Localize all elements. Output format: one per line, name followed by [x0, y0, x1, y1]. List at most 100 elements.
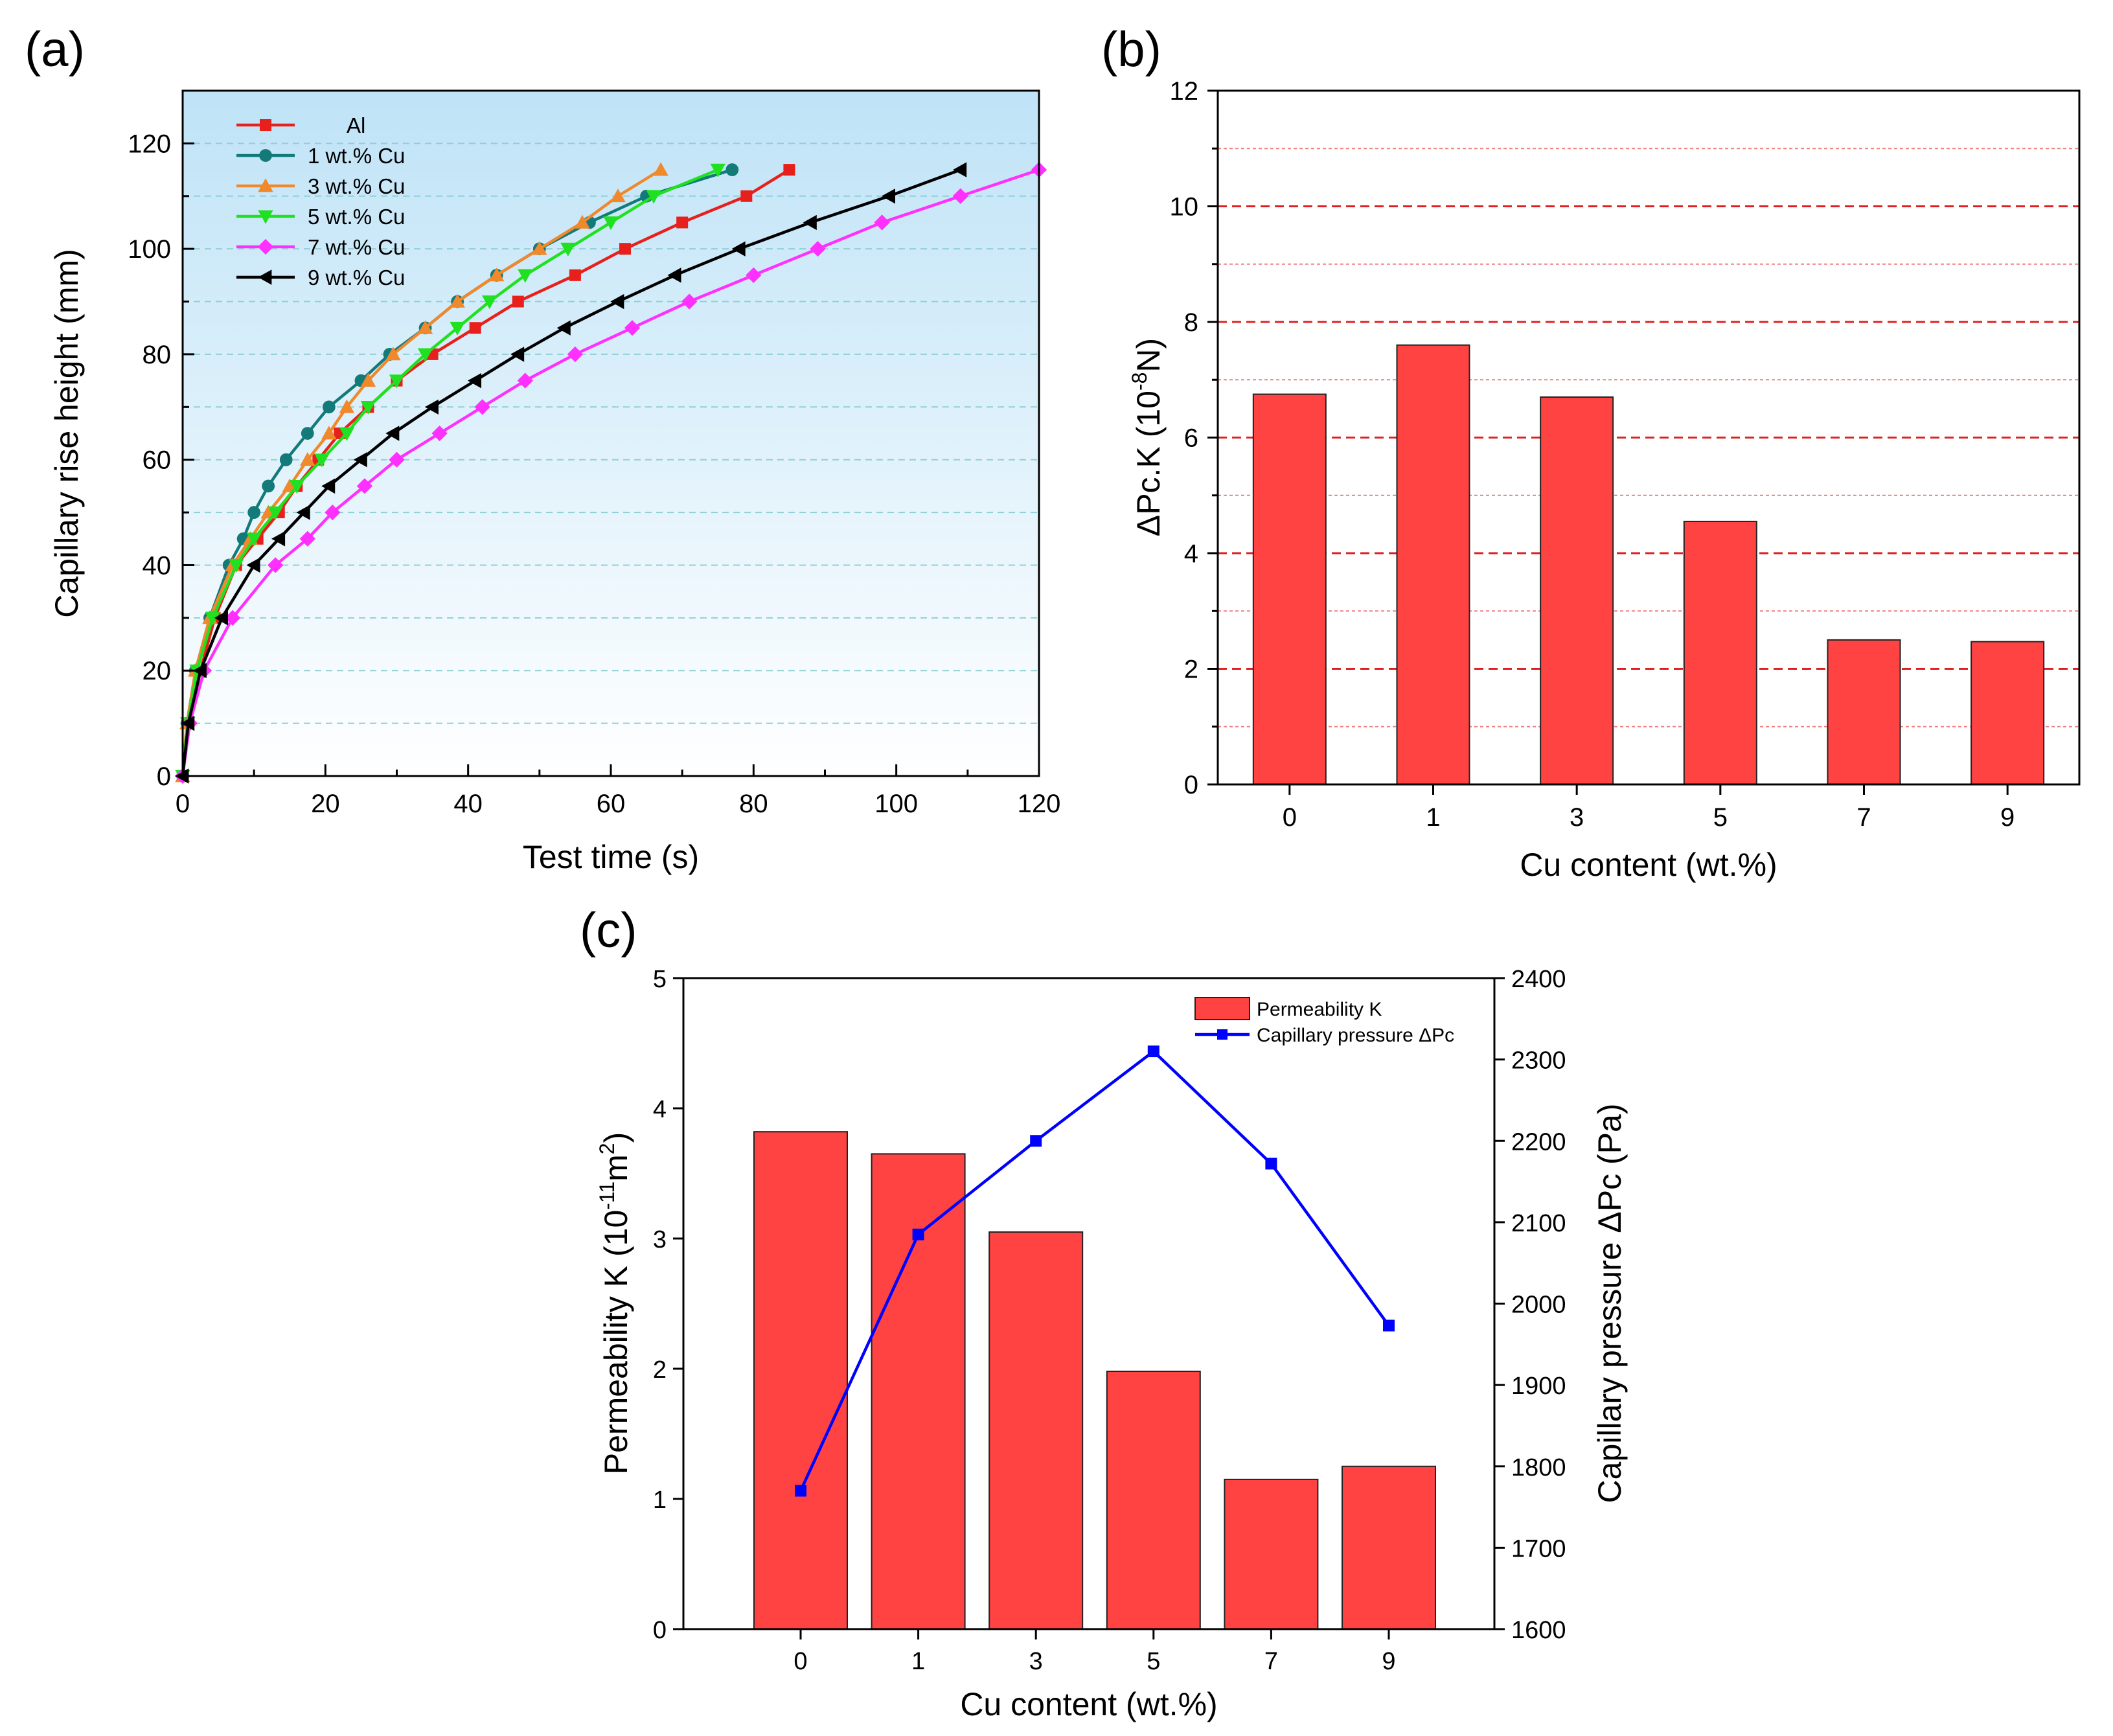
panel-a-data-point	[417, 348, 433, 362]
panel-a-data-point	[325, 504, 341, 521]
panel-a-legend-label: 3 wt.% Cu	[308, 174, 405, 198]
panel-a-data-point	[731, 241, 746, 257]
panel-a-data-point	[299, 531, 315, 547]
panel-a-data-point	[517, 372, 533, 389]
panel-a-data-point	[339, 399, 355, 413]
panel-a-data-point	[300, 451, 315, 466]
panel-a-series-line	[181, 168, 1040, 777]
panel-a-data-point	[301, 427, 314, 440]
panel-a-legend-label: 7 wt.% Cu	[308, 235, 405, 259]
panel-a-x-tick-label: 60	[597, 790, 626, 818]
panel-c-right-y-tick-label: 1700	[1511, 1535, 1566, 1562]
panel-a-data-point	[296, 505, 310, 520]
panel-a-data-point	[810, 241, 826, 257]
panel-a-series-line	[181, 168, 961, 777]
panel-a-series-line	[181, 168, 662, 777]
panel-b-x-tick-label: 1	[1426, 803, 1440, 832]
panel-a-data-point	[339, 427, 355, 441]
panel-a-data-point	[192, 663, 207, 678]
panel-a-data-point	[569, 269, 581, 281]
panel-a-data-point	[389, 451, 405, 468]
panel-a-data-point	[603, 216, 619, 231]
panel-c-bar	[871, 1153, 966, 1630]
panel-b-y-axis-label: ΔPc.K (10-8N)	[1128, 338, 1167, 536]
panel-a-y-tick-label: 80	[143, 341, 172, 369]
panel-a-data-point	[360, 372, 376, 387]
panel-a-series-4	[174, 161, 1047, 784]
panel-a-data-point	[289, 480, 304, 494]
panel-c-bar	[1342, 1465, 1436, 1630]
panel-b-y-tick-label: 6	[1184, 424, 1198, 453]
panel-c-bar	[1106, 1371, 1201, 1630]
panel-c-left-y-label-close: )	[598, 1132, 634, 1143]
panel-a-data-point	[356, 478, 373, 494]
panel-c-x-axis-label: Cu content (wt.%)	[960, 1686, 1217, 1722]
panel-a-x-tick-label: 120	[1018, 790, 1061, 818]
panel-a-x-tick-label: 80	[739, 790, 768, 818]
panel-c-left-y-tick-label: 3	[653, 1226, 667, 1253]
panel-c-right-y-tick-label: 2400	[1511, 966, 1566, 993]
panel-b-y-label-base: ΔPc.K (10	[1130, 391, 1167, 536]
panel-b-x-tick-label: 7	[1856, 803, 1871, 832]
panel-a-data-point	[881, 188, 896, 204]
panel-a-data-point	[268, 557, 284, 573]
panel-a-series-line	[181, 168, 719, 777]
panel-a-data-point	[783, 164, 795, 176]
panel-a-data-point	[619, 243, 632, 255]
panel-a-data-point	[676, 216, 689, 229]
panel-b-y-tick-label: 4	[1184, 540, 1198, 568]
panel-c-right-y-tick-label: 1900	[1511, 1373, 1566, 1400]
panel-a-data-point	[385, 347, 401, 361]
panel-a-legend-label: 9 wt.% Cu	[308, 266, 405, 290]
panel-b-y-tick-label: 8	[1184, 308, 1198, 337]
panel-a-data-point	[314, 453, 330, 468]
panel-a-legend-marker	[258, 269, 272, 285]
panel-c-bar	[753, 1131, 848, 1630]
panel-a-data-point	[385, 426, 400, 441]
panel-b-x-tick-label: 5	[1713, 803, 1728, 832]
panel-c-x-tick-label: 7	[1264, 1648, 1278, 1675]
panel-b-label: (b)	[1101, 22, 1161, 77]
panel-a-data-point	[450, 321, 465, 336]
panel-a-data-point	[271, 531, 286, 547]
panel-c-left-y-tick-label: 1	[653, 1487, 667, 1514]
panel-b-bar	[1970, 641, 2045, 785]
panel-a-data-point	[247, 506, 261, 519]
panel-a-data-point	[874, 214, 890, 231]
panel-a-data-point	[262, 479, 275, 493]
panel-c-pressure-point	[1030, 1135, 1042, 1147]
panel-c-legend-line-label: Capillary pressure ΔPc	[1257, 1025, 1454, 1046]
panel-a-data-point	[279, 453, 293, 466]
panel-a-y-tick-label: 100	[128, 235, 171, 264]
panel-a-legend-label: 1 wt.% Cu	[308, 144, 405, 168]
panel-a-legend-marker	[258, 210, 273, 224]
panel-c-legend-line-marker	[1217, 1029, 1228, 1040]
panel-a-data-point	[246, 532, 262, 547]
panel-a-data-point	[610, 188, 626, 203]
panel-a-chart: 0 20 40 60 80 100 120 0 20 40 60 80 100 120 Al 1 wt.% …	[49, 89, 1061, 875]
panel-a-data-point	[205, 611, 220, 626]
panel-c-right-y-tick-label: 2200	[1511, 1128, 1566, 1156]
panel-a-data-point	[322, 400, 336, 414]
panel-c-pressure-point	[1147, 1045, 1159, 1058]
panel-c-left-y-tick-label: 0	[653, 1617, 667, 1644]
panel-a-legend-marker	[259, 149, 272, 162]
panel-a-data-point	[512, 295, 524, 308]
panel-a-data-point	[624, 320, 641, 336]
panel-b-y-tick-label: 12	[1170, 77, 1199, 106]
panel-a-data-point	[710, 163, 725, 177]
panel-a-data-point	[575, 214, 590, 229]
panel-a-x-tick-label: 100	[874, 790, 918, 818]
panel-a-legend-label: Al	[347, 113, 365, 137]
panel-b-y-tick-label: 0	[1184, 771, 1198, 799]
panel-a-x-tick-label: 20	[311, 790, 340, 818]
panel-c-pressure-point	[912, 1228, 924, 1240]
panel-b-y-label-exponent: -8	[1128, 372, 1151, 391]
panel-c-legend-bar-label: Permeability K	[1257, 999, 1382, 1020]
panel-c-pressure-point	[1383, 1319, 1395, 1332]
panel-c-pressure-point	[795, 1485, 806, 1497]
panel-b-bar	[1252, 393, 1327, 785]
panel-a-data-point	[228, 559, 244, 573]
panel-b-bar	[1540, 396, 1614, 785]
